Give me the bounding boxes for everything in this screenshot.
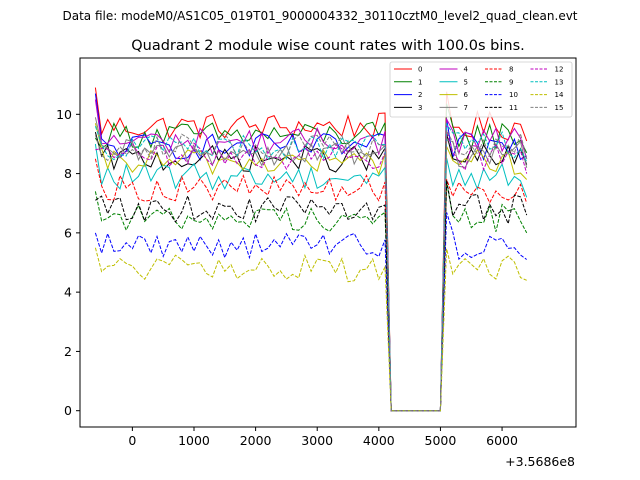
legend-label-6: 6 [464, 91, 469, 99]
x-offset-label: +3.5686e8 [505, 454, 575, 469]
legend-label-1: 1 [418, 78, 422, 86]
series-line-9 [94, 182, 528, 412]
series-line-7 [94, 117, 528, 412]
legend-label-4: 4 [464, 66, 469, 74]
series-line-15 [94, 128, 528, 412]
legend-label-3: 3 [418, 104, 422, 112]
series-line-8 [94, 158, 528, 412]
legend-label-5: 5 [464, 78, 468, 86]
series-line-10 [94, 212, 527, 412]
y-tick-label: 8 [64, 166, 72, 181]
plot-frame [79, 57, 577, 428]
x-tick-label: 0 [128, 433, 136, 448]
plot-lines [94, 87, 528, 412]
y-tick-label: 10 [56, 107, 72, 122]
legend-label-7: 7 [464, 104, 468, 112]
legend-label-9: 9 [509, 78, 513, 86]
y-tick-label: 4 [64, 285, 72, 300]
series-line-5 [94, 143, 528, 412]
legend-label-10: 10 [509, 91, 518, 99]
series-line-14 [94, 247, 527, 412]
legend-box [389, 61, 573, 118]
legend-label-15: 15 [555, 104, 564, 112]
legend-label-2: 2 [418, 91, 422, 99]
legend-label-14: 14 [555, 91, 564, 99]
x-tick-label: 4000 [363, 433, 395, 448]
x-axis: 0 1000 2000 3000 4000 5000 6000 [128, 427, 518, 448]
data-file-label: Data file: modeM0/AS1C05_019T01_90000043… [62, 9, 577, 23]
series-line-4 [94, 99, 528, 412]
legend-label-0: 0 [418, 66, 422, 74]
y-axis: 0 2 4 6 8 10 [56, 107, 80, 418]
y-tick-label: 2 [64, 344, 72, 359]
y-tick-label: 0 [64, 403, 72, 418]
series-line-11 [95, 179, 528, 412]
legend-label-11: 11 [509, 104, 518, 112]
series-line-6 [94, 123, 528, 412]
y-tick-label: 6 [64, 225, 72, 240]
series-line-1 [94, 103, 528, 412]
x-tick-label: 5000 [425, 433, 457, 448]
legend-label-12: 12 [555, 66, 564, 74]
x-tick-label: 2000 [240, 433, 272, 448]
legend-label-8: 8 [509, 66, 513, 74]
x-tick-label: 1000 [178, 433, 210, 448]
legend-label-13: 13 [555, 78, 564, 86]
x-tick-label: 6000 [486, 433, 518, 448]
series-line-12 [95, 129, 528, 412]
series-line-3 [94, 131, 528, 412]
chart-title: Quadrant 2 module wise count rates with … [131, 38, 525, 54]
x-tick-label: 3000 [301, 433, 333, 448]
